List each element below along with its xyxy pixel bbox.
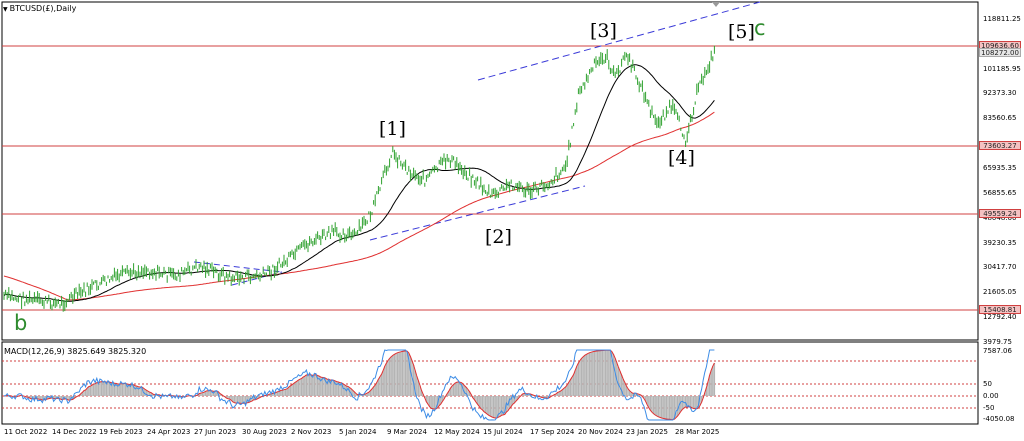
x-tick: 14 Dec 2022 (52, 428, 97, 436)
channel-lower-line (369, 185, 586, 241)
macd-tick: -4050.08 (983, 415, 1015, 423)
macd-tick: 0.00 (983, 392, 999, 400)
macd-tick: 50 (983, 380, 992, 388)
x-tick: 28 Mar 2025 (675, 428, 720, 436)
y-tick: 3979.75 (983, 338, 1012, 346)
y-tick: 118811.25 (983, 15, 1021, 23)
y-tick: 12792.40 (983, 313, 1017, 321)
macd-tick: 7587.06 (983, 347, 1012, 355)
price-bars (3, 45, 715, 312)
fast-moving-average (3, 64, 715, 302)
small-channel-lower (231, 271, 283, 286)
y-tick: 30417.70 (983, 263, 1017, 271)
price-badge-73603: 73603.27 (979, 141, 1021, 150)
x-tick: 11 Oct 2022 (4, 428, 48, 436)
x-tick: 27 Jun 2023 (194, 428, 237, 436)
channel-upper-line (477, 1, 761, 81)
y-tick: 56855.65 (983, 189, 1017, 197)
price-badge-49559: 49559.24 (979, 209, 1021, 218)
small-channel-upper (193, 261, 283, 273)
chart-shift-icon[interactable] (712, 2, 720, 7)
macd-indicator-label: MACD(12,26,9) 3825.649 3825.320 (4, 347, 147, 356)
fast-ma-line (3, 64, 715, 302)
x-tick: 24 Apr 2023 (147, 428, 191, 436)
wave-label-4: [4] (668, 147, 695, 169)
x-tick: 20 Nov 2024 (578, 428, 623, 436)
slow-moving-average (3, 111, 715, 301)
x-tick: 5 Jan 2024 (339, 428, 377, 436)
macd-lines (3, 349, 715, 421)
wave-label-b: b (14, 311, 28, 335)
x-tick: 9 Mar 2024 (387, 428, 427, 436)
x-tick: 12 May 2024 (434, 428, 480, 436)
x-tick: 19 Feb 2023 (99, 428, 143, 436)
wave-label-1: [1] (379, 118, 406, 140)
x-tick: 30 Aug 2023 (242, 428, 287, 436)
price-badge-15408: 15408.81 (979, 305, 1021, 314)
macd-tick: -50 (983, 404, 995, 412)
x-tick: 23 Jan 2025 (626, 428, 668, 436)
y-tick: 21605.05 (983, 288, 1017, 296)
price-badge-108272: 108272.00 (979, 48, 1021, 57)
y-tick: 101185.95 (983, 65, 1021, 73)
y-tick: 92373.30 (983, 89, 1017, 97)
y-tick: 48048.60 (983, 214, 1016, 222)
wave-label-3: [3] (590, 20, 617, 42)
x-tick: 15 Jul 2024 (483, 428, 523, 436)
dropdown-triangle-icon[interactable]: ▼ (3, 6, 8, 13)
y-tick: 83560.65 (983, 114, 1017, 122)
wave-label-2: [2] (485, 226, 512, 248)
slow-ma-line (3, 111, 715, 301)
main-pane (1, 1, 979, 341)
symbol-label: ▼ BTCUSD(£),Daily (3, 4, 77, 13)
macd-main-line (3, 349, 715, 421)
wave-label-5: [5] (728, 21, 755, 43)
y-tick: 65935.35 (983, 164, 1017, 172)
x-tick: 2 Nov 2023 (291, 428, 332, 436)
x-tick: 17 Sep 2024 (530, 428, 575, 436)
wave-label-c: c (754, 16, 766, 40)
y-tick: 39230.35 (983, 239, 1017, 247)
